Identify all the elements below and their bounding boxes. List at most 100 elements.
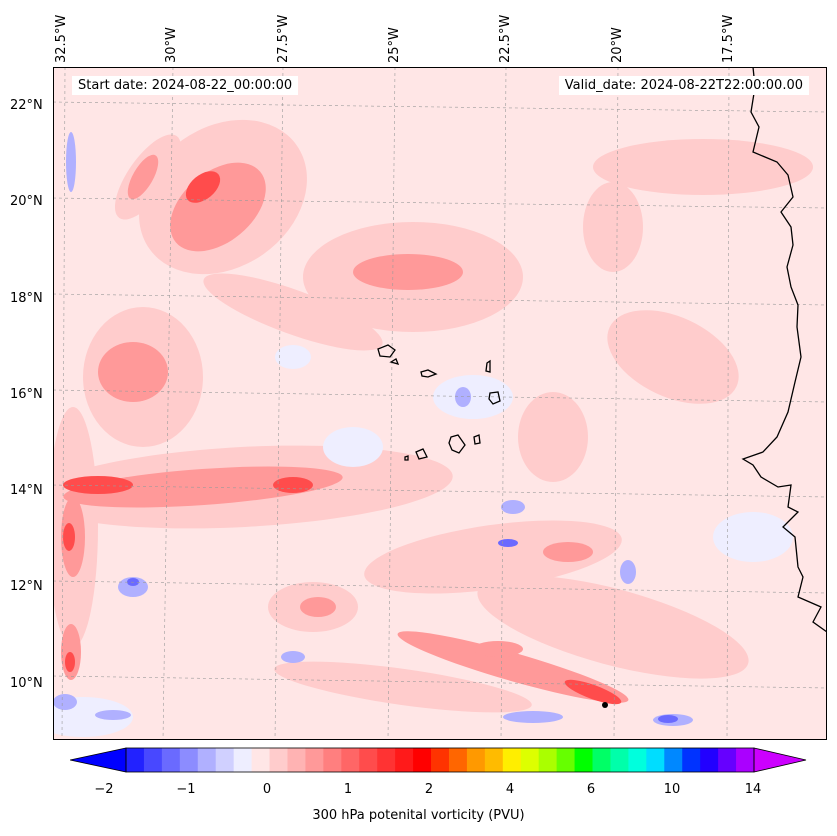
colorbar-cell	[466, 748, 486, 772]
colorbar-cell	[574, 748, 594, 772]
colorbar-cell	[646, 748, 665, 772]
lat-label-22n: 22°N	[10, 98, 43, 113]
pv-region	[273, 477, 313, 493]
vorticity-map[interactable]	[53, 67, 827, 740]
pv-region	[433, 375, 513, 419]
colorbar-cell	[126, 748, 145, 772]
map-frame	[53, 67, 827, 740]
pv-region	[66, 132, 76, 192]
pv-region	[63, 523, 75, 551]
colorbar-cell	[610, 748, 629, 772]
colorbar-tick: 0	[262, 782, 272, 797]
pv-region	[473, 641, 523, 657]
pv-region	[98, 342, 168, 402]
pv-region	[300, 597, 336, 617]
colorbar-cell	[736, 748, 755, 772]
pv-region	[185, 171, 221, 203]
pv-region	[455, 387, 471, 407]
colorbar-cell	[179, 748, 199, 772]
colorbar-cell	[287, 748, 306, 772]
colorbar-cell	[431, 748, 450, 772]
longitude-axis-labels: 32.5°W 30°W 27.5°W 25°W 22.5°W 20°W 17.5…	[0, 0, 837, 66]
lat-label-20n: 20°N	[10, 194, 43, 209]
colorbar-label: 300 hPa potenital vorticity (PVU)	[312, 808, 525, 823]
colorbar-tick: −2	[94, 782, 114, 797]
colorbar-cell	[215, 748, 235, 772]
lat-label-14n: 14°N	[10, 483, 43, 498]
colorbar-cell	[305, 748, 324, 772]
colorbar-cell	[628, 748, 647, 772]
lon-label-27-5w: 27.5°W	[276, 14, 291, 63]
pv-region	[620, 560, 636, 584]
pv-region	[275, 345, 311, 369]
cape-verde-island	[488, 391, 501, 405]
pv-region	[503, 711, 563, 723]
colorbar-cell	[161, 748, 181, 772]
gridlines	[53, 67, 827, 740]
pv-region	[127, 154, 159, 200]
cape-verde-island	[415, 448, 428, 460]
pv-region	[658, 715, 678, 723]
lon-label-22-5w: 22.5°W	[498, 14, 513, 63]
colorbar-cell	[718, 748, 737, 772]
colorbar-tick: 1	[343, 782, 353, 797]
cape-verde-island	[420, 369, 438, 378]
pv-region	[593, 139, 813, 195]
colorbar-tick: 6	[586, 782, 596, 797]
pv-region	[281, 651, 305, 663]
colorbar-cell	[359, 748, 378, 772]
pv-region	[63, 476, 133, 494]
pv-region	[274, 661, 532, 713]
colorbar	[70, 747, 807, 773]
pv-region	[583, 182, 643, 272]
colorbar-cell	[323, 748, 342, 772]
colorbar-cells	[126, 748, 755, 772]
pv-region	[65, 652, 75, 672]
lon-label-30w: 30°W	[164, 27, 179, 63]
pv-region	[203, 273, 383, 351]
colorbar-cell	[484, 748, 504, 772]
colorbar-cell	[520, 748, 540, 772]
colorbar-cell	[502, 748, 522, 772]
start-date-caption: Start date: 2024-08-22_00:00:00	[72, 76, 299, 95]
colorbar-cell	[197, 748, 217, 772]
cape-verde-island	[389, 358, 400, 365]
lat-label-18n: 18°N	[10, 291, 43, 306]
colorbar-cell	[413, 748, 432, 772]
lat-label-16n: 16°N	[10, 387, 43, 402]
pv-region	[477, 575, 749, 679]
cape-verde-island	[404, 455, 409, 461]
pv-region	[63, 466, 343, 508]
cape-verde-island	[485, 359, 491, 373]
pv-region	[564, 679, 622, 705]
colorbar-cell	[377, 748, 396, 772]
africa-coastline	[741, 67, 827, 633]
colorbar-cell	[341, 748, 360, 772]
colorbar-tick: 10	[663, 782, 681, 797]
lon-label-25w: 25°W	[387, 27, 402, 63]
colorbar-cell	[664, 748, 683, 772]
pv-region	[543, 542, 593, 562]
colorbar-tick: 2	[424, 782, 434, 797]
colorbar-cell	[592, 748, 611, 772]
cape-verde-island	[377, 344, 396, 358]
coastlines	[377, 67, 827, 633]
colorbar-cell	[395, 748, 414, 772]
colorbar-cell	[251, 748, 271, 772]
pv-region	[364, 520, 622, 594]
colorbar-frame	[125, 747, 755, 773]
lon-label-32-5w: 32.5°W	[54, 14, 69, 63]
colorbar-cell	[143, 748, 163, 772]
lat-label-12n: 12°N	[10, 579, 43, 594]
colorbar-cell	[269, 748, 288, 772]
colorbar-cell	[682, 748, 701, 772]
pv-region	[498, 539, 518, 547]
colorbar-cell	[233, 748, 253, 772]
cape-verde-island	[473, 434, 481, 445]
colorbar-cell	[556, 748, 576, 772]
colorbar-extend-min	[70, 747, 127, 773]
colorbar-tick: 14	[744, 782, 762, 797]
pv-region	[353, 254, 463, 290]
cape-verde-island	[448, 434, 466, 454]
pv-region	[607, 310, 739, 404]
